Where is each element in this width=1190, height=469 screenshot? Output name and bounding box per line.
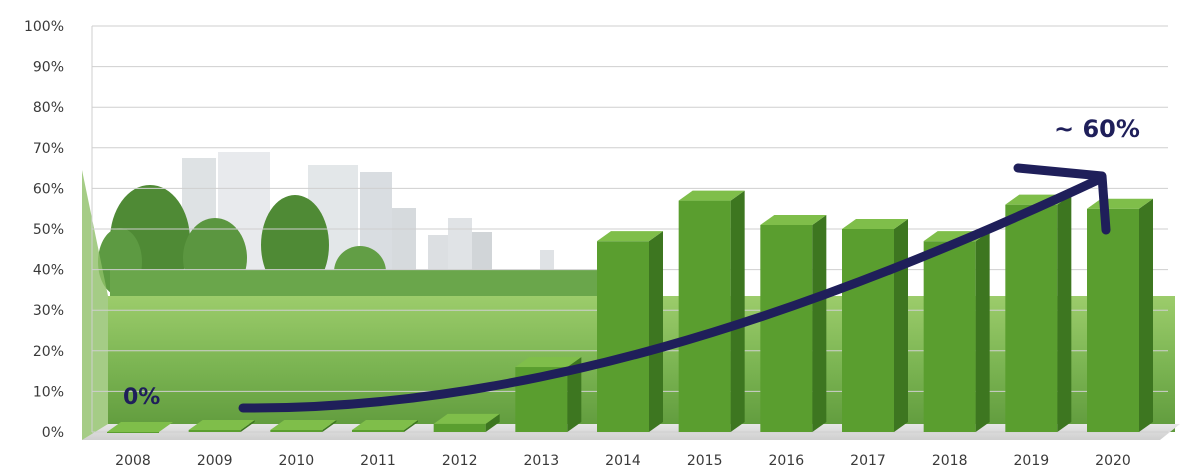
- bar-top-face: [433, 413, 500, 424]
- bar: [352, 419, 418, 432]
- bar: [760, 214, 827, 432]
- bar-side-face: [404, 419, 418, 432]
- bar-side-face: [240, 419, 255, 432]
- bar: [188, 419, 255, 432]
- x-tick-label: 2008: [115, 453, 151, 469]
- bar-front-face: [433, 423, 486, 432]
- bar-side-face: [322, 419, 337, 432]
- x-tick-label: 2015: [687, 453, 723, 469]
- bar-top-face: [842, 219, 908, 229]
- bar-side-face: [1057, 194, 1072, 432]
- end-annotation: ~ 60%: [1054, 115, 1140, 143]
- bar-front-face: [1005, 204, 1058, 432]
- x-tick-label: 2020: [1095, 453, 1131, 469]
- bars: [107, 190, 1153, 433]
- bar: [1087, 198, 1153, 432]
- bar: [678, 190, 745, 432]
- bar-front-face: [923, 241, 976, 432]
- bar-side-face: [567, 357, 582, 432]
- y-tick-label: 10%: [33, 384, 64, 400]
- x-tick-label: 2010: [279, 453, 315, 469]
- bar-side-face: [730, 190, 745, 432]
- bar: [842, 219, 908, 432]
- bar: [107, 422, 173, 433]
- y-tick-label: 30%: [33, 303, 64, 319]
- bar-top-face: [352, 419, 418, 430]
- y-tick-label: 40%: [33, 263, 64, 279]
- bar-top-face: [270, 419, 337, 430]
- bar-front-face: [1087, 208, 1139, 432]
- y-tick-label: 60%: [33, 181, 64, 197]
- bar-front-face: [352, 429, 404, 432]
- start-annotation: 0%: [123, 385, 160, 410]
- bar-front-face: [760, 224, 813, 432]
- bar-top-face: [188, 419, 255, 430]
- bar-front-face: [107, 432, 159, 433]
- bar-side-face: [812, 214, 827, 432]
- bar-top-face: [107, 422, 173, 432]
- bar-front-face: [188, 429, 241, 432]
- bar-front-face: [270, 429, 323, 432]
- bar-front-face: [842, 229, 894, 432]
- bar-side-face: [894, 219, 908, 432]
- y-tick-label: 90%: [33, 60, 64, 76]
- bar-top-face: [678, 190, 745, 201]
- bar-side-face: [649, 231, 663, 432]
- y-tick-label: 70%: [33, 141, 64, 157]
- bar: [1005, 194, 1072, 432]
- y-tick-label: 80%: [33, 100, 64, 116]
- x-tick-label: 2016: [769, 453, 805, 469]
- x-tick-label: 2019: [1014, 453, 1050, 469]
- x-axis-ticks: 2008 2009 2010 2011 2012 2013 2014 2015 2016 2017…: [115, 453, 1131, 469]
- x-tick-label: 2011: [360, 453, 396, 469]
- trend-arrow-head: [1013, 163, 1111, 235]
- x-tick-label: 2012: [442, 453, 478, 469]
- y-tick-label: 20%: [33, 344, 64, 360]
- y-tick-label: 0%: [42, 425, 64, 441]
- y-axis-ticks: 0% 10% 20% 30% 40% 50% 60% 70% 80% 90% 100%: [24, 19, 64, 441]
- x-tick-label: 2014: [605, 453, 641, 469]
- bar-front-face: [597, 241, 649, 432]
- y-tick-label: 100%: [24, 19, 64, 35]
- bar: [597, 231, 663, 432]
- bar-front-face: [678, 200, 731, 432]
- bar-side-face: [485, 413, 500, 432]
- x-tick-label: 2017: [850, 453, 886, 469]
- bar: [923, 231, 990, 432]
- bar-side-face: [1139, 198, 1153, 432]
- bar: [433, 413, 500, 432]
- bar: [270, 419, 337, 432]
- y-tick-label: 50%: [33, 222, 64, 238]
- trend-arrow: [238, 173, 1107, 413]
- bar-top-face: [515, 357, 582, 368]
- bar-side-face: [975, 231, 990, 432]
- x-tick-label: 2013: [524, 453, 560, 469]
- left-wall: [82, 170, 108, 440]
- bar-top-face: [597, 231, 663, 242]
- bar-top-face: [760, 214, 827, 225]
- x-tick-label: 2018: [932, 453, 968, 469]
- x-tick-label: 2009: [197, 453, 233, 469]
